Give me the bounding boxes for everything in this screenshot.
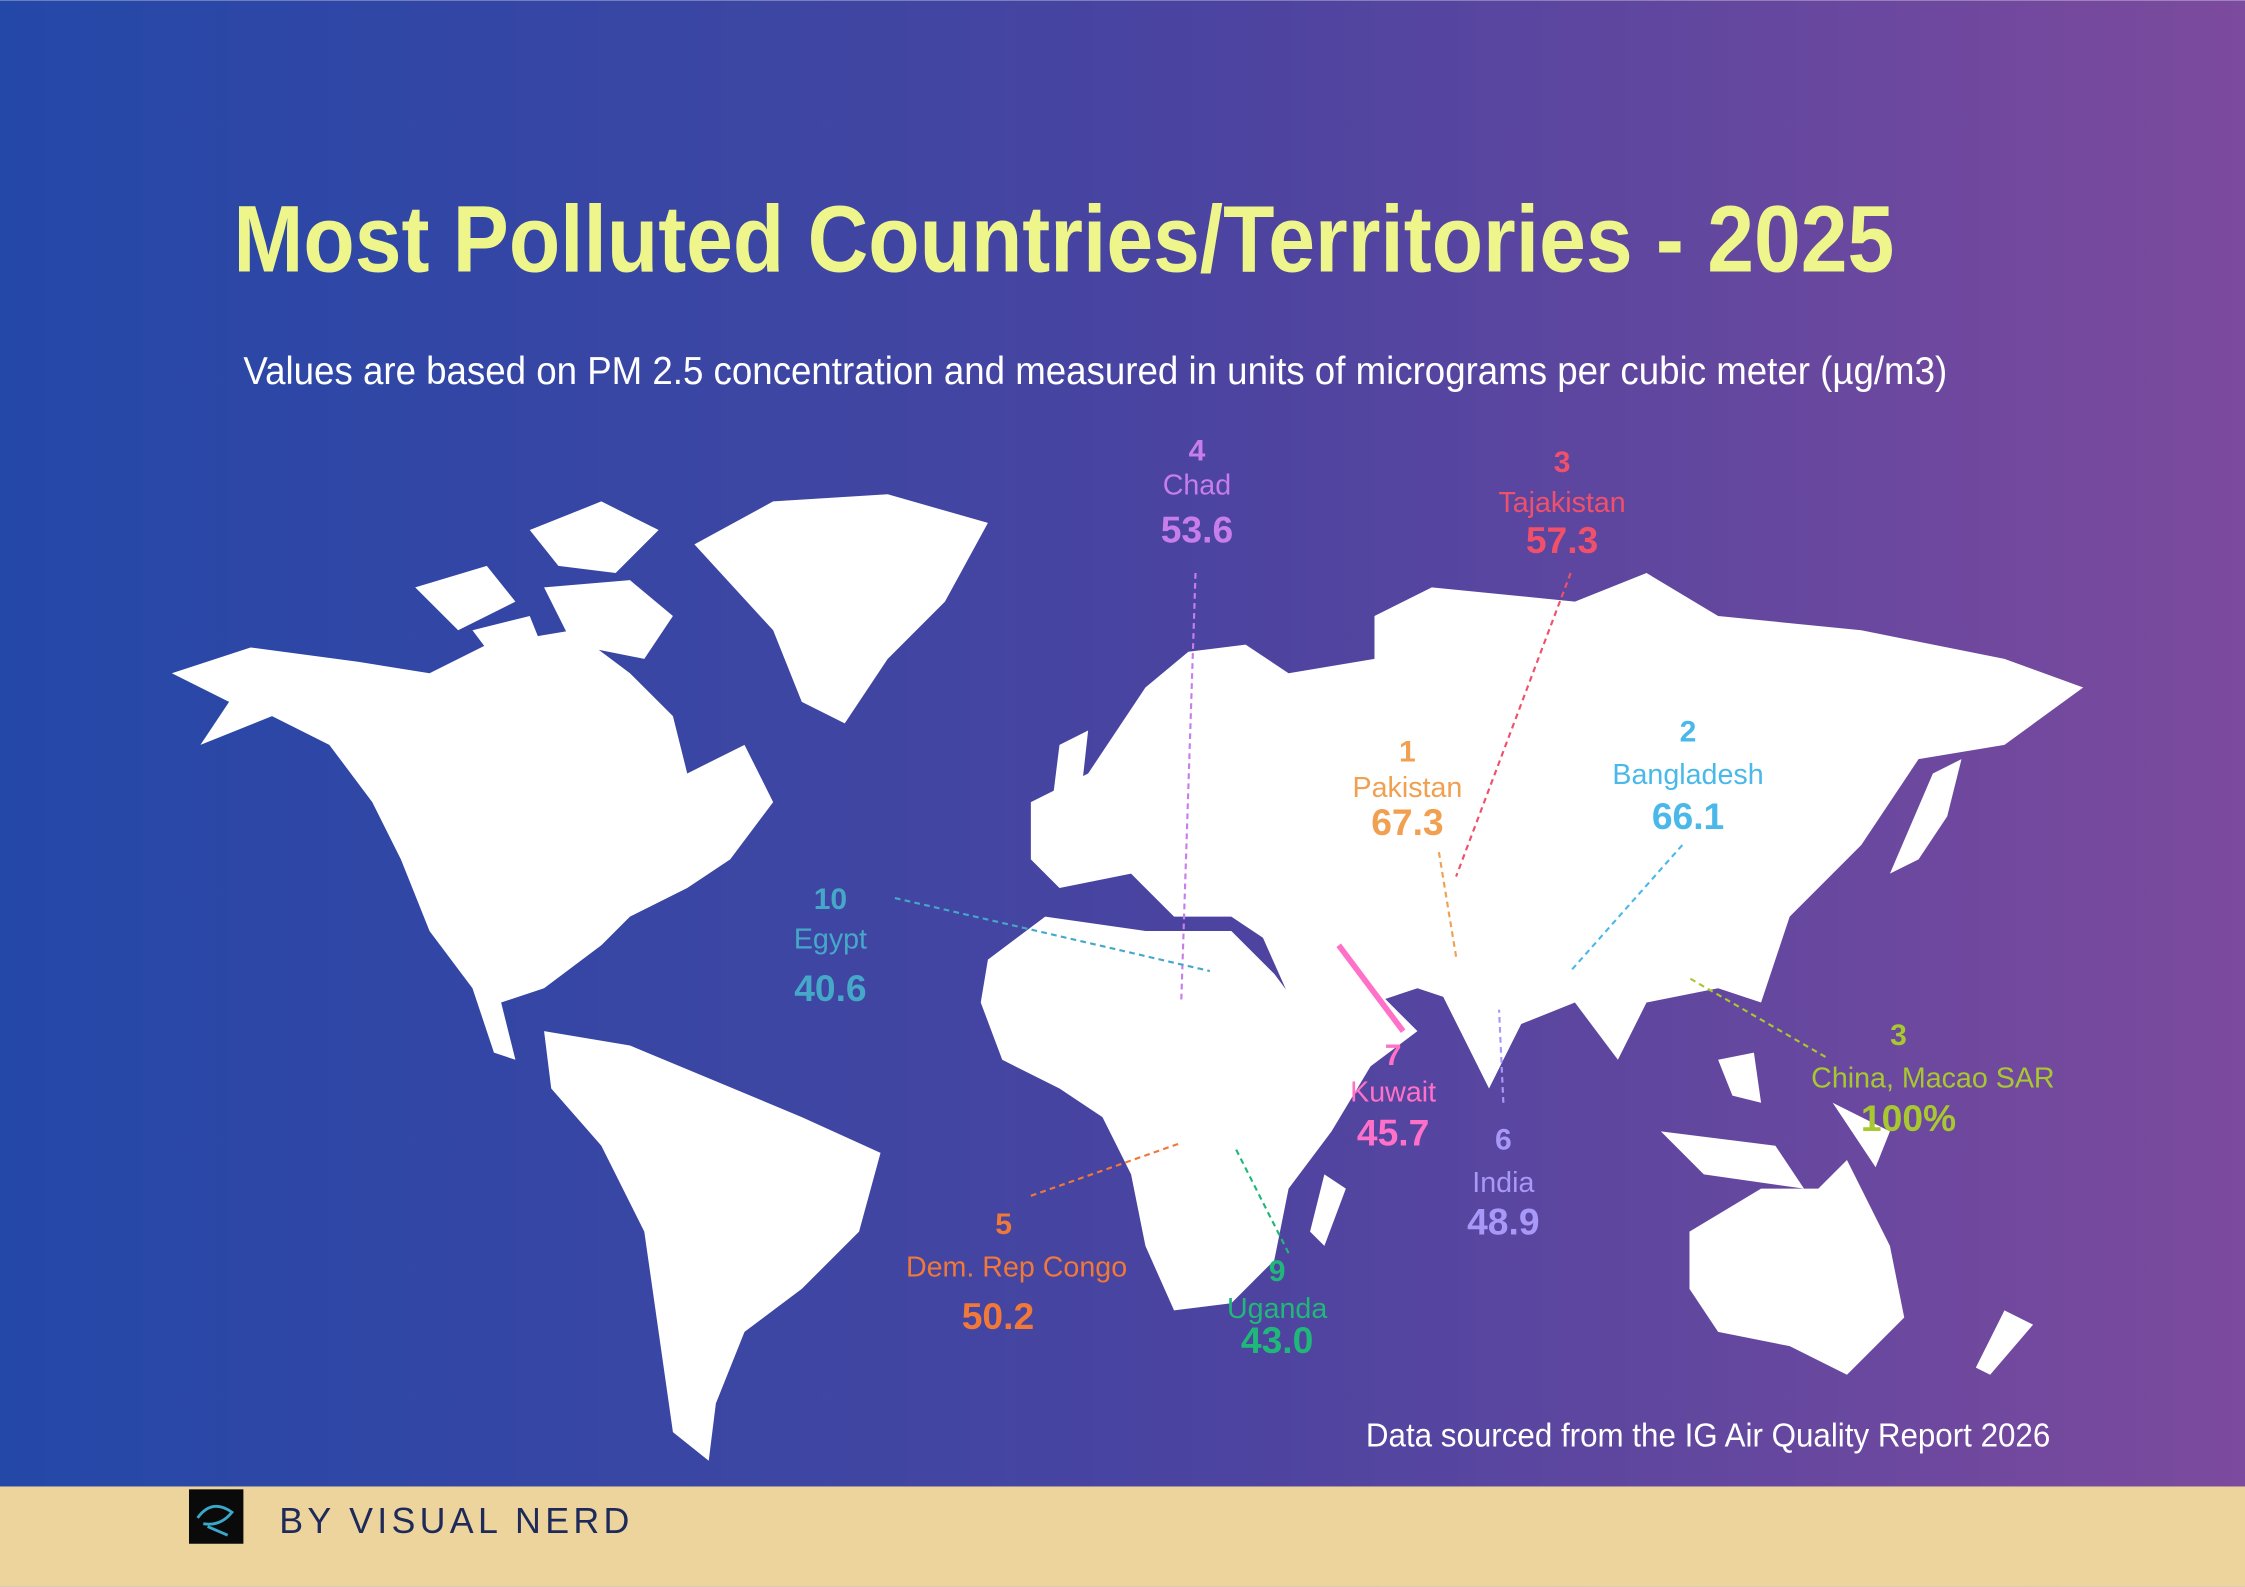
leader-line bbox=[894, 896, 1211, 973]
callout-name: Tajakistan bbox=[1498, 487, 1625, 519]
footer-brand: BY VISUAL NERD bbox=[279, 1501, 633, 1541]
callout-value: 45.7 bbox=[1357, 1112, 1429, 1154]
callout-value: 48.9 bbox=[1467, 1200, 1539, 1242]
madagascar bbox=[1310, 1174, 1346, 1246]
leader-line bbox=[1437, 852, 1458, 957]
japan bbox=[1889, 759, 1962, 874]
subtitle: Values are based on PM 2.5 concentration… bbox=[243, 350, 1947, 393]
callout-rank: 5 bbox=[995, 1208, 1012, 1241]
callout-rank: 2 bbox=[1680, 715, 1697, 748]
callout-name: India bbox=[1472, 1167, 1534, 1199]
callout-name: Dem. Rep Congo bbox=[906, 1251, 1127, 1283]
callout-name: Kuwait bbox=[1350, 1077, 1436, 1109]
arabia bbox=[1259, 930, 1418, 1075]
leader-line bbox=[1569, 844, 1684, 972]
new-zealand bbox=[1975, 1310, 2034, 1375]
title: Most Polluted Countries/Territories - 20… bbox=[233, 187, 1894, 293]
callout-name: Pakistan bbox=[1353, 772, 1463, 804]
north-america bbox=[171, 630, 774, 1060]
callout-rank: 3 bbox=[1554, 446, 1571, 479]
leader-line bbox=[1233, 1145, 1290, 1254]
uk bbox=[1052, 730, 1089, 803]
greenland bbox=[694, 494, 988, 724]
logo-icon bbox=[196, 1504, 235, 1537]
africa bbox=[980, 916, 1375, 1311]
south-america bbox=[544, 1031, 881, 1461]
callout-rank: 7 bbox=[1385, 1039, 1402, 1072]
callout-rank: 4 bbox=[1189, 435, 1206, 468]
callout-name: Egypt bbox=[794, 924, 867, 956]
callout-name: Chad bbox=[1163, 470, 1231, 502]
callout-value: 43.0 bbox=[1241, 1319, 1313, 1361]
world-map bbox=[171, 494, 2084, 1461]
callout-rank: 9 bbox=[1269, 1255, 1286, 1288]
callout-rank: 6 bbox=[1495, 1123, 1512, 1156]
leader-line bbox=[1497, 1009, 1505, 1103]
callout-name: China, Macao SAR bbox=[1811, 1062, 2054, 1094]
leader-line bbox=[1030, 1141, 1182, 1197]
callout-value: 50.2 bbox=[962, 1295, 1034, 1337]
callout-value: 66.1 bbox=[1652, 795, 1724, 837]
callout-value: 57.3 bbox=[1526, 519, 1598, 561]
callout-value: 100% bbox=[1861, 1097, 1956, 1139]
leader-line bbox=[1688, 977, 1827, 1058]
leader-line bbox=[1455, 572, 1572, 877]
callout-rank: 10 bbox=[814, 883, 847, 916]
footer-band bbox=[0, 1486, 2245, 1587]
callout-rank: 1 bbox=[1399, 735, 1416, 768]
callout-value: 53.6 bbox=[1161, 509, 1233, 551]
callout-name: Bangladesh bbox=[1612, 759, 1763, 791]
callout-rank: 3 bbox=[1890, 1019, 1907, 1052]
callout-value: 40.6 bbox=[794, 967, 866, 1009]
source-note: Data sourced from the IG Air Quality Rep… bbox=[1366, 1416, 2050, 1453]
india bbox=[1431, 973, 1532, 1089]
se-asia-islands bbox=[1660, 1052, 1890, 1189]
arctic-islands bbox=[415, 501, 673, 659]
leader-line bbox=[1180, 572, 1197, 1003]
australia bbox=[1689, 1160, 1905, 1375]
callout-value: 67.3 bbox=[1371, 801, 1443, 843]
callout-name: Uganda bbox=[1227, 1293, 1327, 1325]
leader-line bbox=[1336, 943, 1406, 1033]
